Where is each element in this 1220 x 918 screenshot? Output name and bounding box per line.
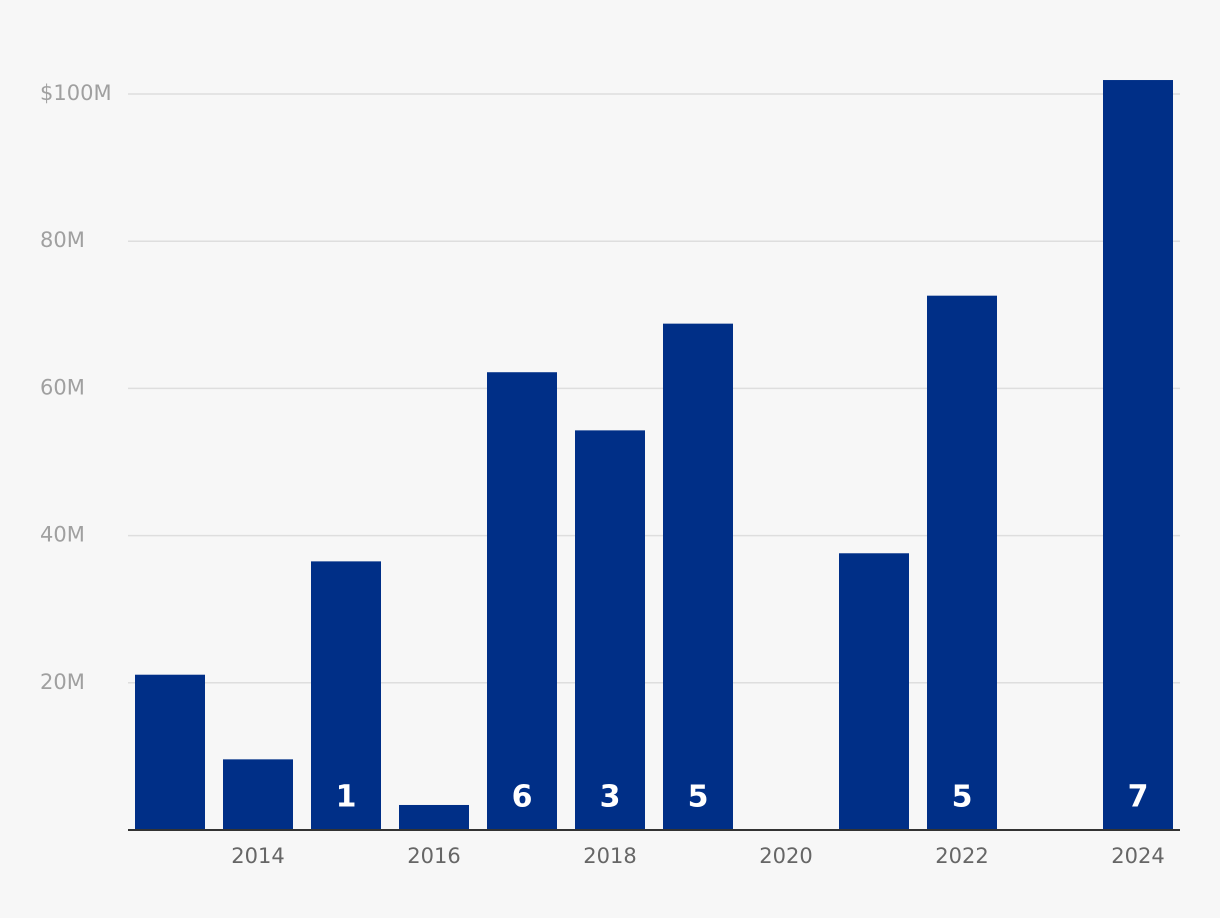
- bar-label: 3: [600, 780, 621, 815]
- bar: [399, 804, 469, 830]
- x-tick-label: 2014: [231, 844, 284, 868]
- y-tick-label: 40M: [40, 523, 85, 547]
- x-tick-label: 2022: [935, 844, 988, 868]
- bar: [135, 674, 205, 830]
- bar: [663, 323, 733, 830]
- bar: [487, 372, 557, 830]
- bar-label: 6: [512, 780, 533, 815]
- bar-label: 5: [952, 780, 973, 815]
- bar: [311, 561, 381, 830]
- bar-label: 5: [688, 780, 709, 815]
- x-tick-label: 2024: [1111, 844, 1164, 868]
- bar: [839, 553, 909, 830]
- x-tick-label: 2018: [583, 844, 636, 868]
- bar: [927, 295, 997, 830]
- y-tick-label: 60M: [40, 375, 85, 399]
- x-tick-label: 2020: [759, 844, 812, 868]
- bar: [575, 430, 645, 830]
- y-tick-label: 20M: [40, 670, 85, 694]
- bar: [223, 759, 293, 830]
- bar-label: 7: [1128, 780, 1149, 815]
- x-tick-label: 2016: [407, 844, 460, 868]
- bar-label: 1: [336, 780, 357, 815]
- bar: [1103, 80, 1173, 830]
- y-tick-label: $100M: [40, 81, 112, 105]
- y-tick-label: 80M: [40, 228, 85, 252]
